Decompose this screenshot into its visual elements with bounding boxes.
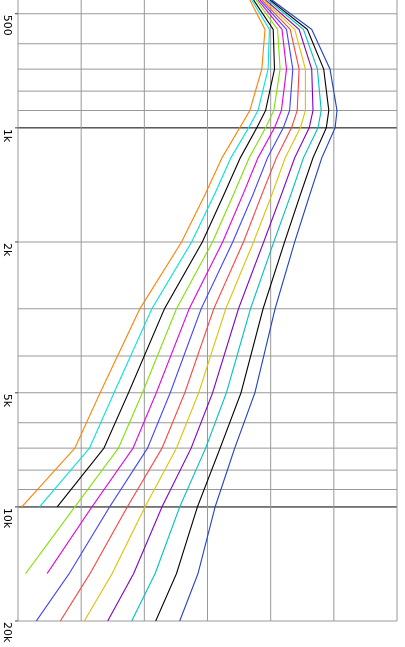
curve	[21, 0, 266, 508]
x-tick-label: 2k	[1, 243, 14, 257]
curve	[56, 0, 276, 508]
curve	[179, 0, 338, 621]
curve	[83, 0, 306, 621]
x-tick-label: 5k	[1, 394, 14, 408]
x-tick-label: 20k	[1, 622, 14, 643]
curve	[46, 0, 288, 574]
grid	[17, 0, 398, 622]
curve	[59, 0, 300, 621]
curve	[107, 0, 314, 621]
x-tick-label: 1k	[1, 129, 14, 143]
curve	[39, 0, 270, 508]
curve	[155, 0, 330, 621]
x-tick-label: 10k	[1, 508, 14, 529]
x-tick-label: 500	[1, 15, 14, 36]
curve	[35, 0, 294, 621]
curve	[25, 0, 281, 574]
curve	[131, 0, 322, 621]
tick-labels: 500 1k 2k 5k 10k 20k	[1, 13, 18, 643]
curves	[21, 0, 338, 621]
